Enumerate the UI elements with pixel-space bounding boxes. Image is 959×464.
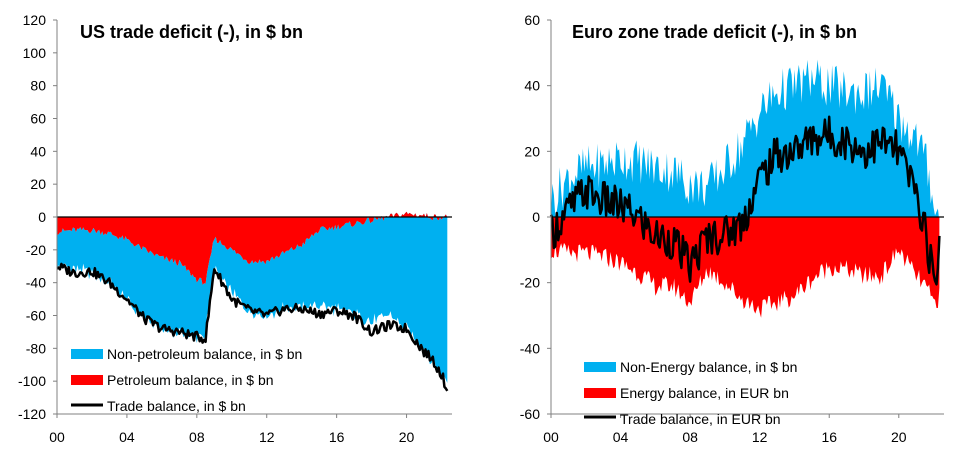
energy-area-path [551, 217, 940, 318]
y-tick-label: 20 [30, 176, 46, 192]
non-energy-area [551, 59, 940, 223]
legend-label-energy: Energy balance, in EUR bn [620, 385, 789, 401]
y-tick-label: -80 [26, 340, 46, 356]
petroleum-area-path [57, 211, 448, 285]
legend-swatch-petroleum [71, 375, 103, 385]
x-tick-label: 00 [543, 429, 559, 445]
y-tick-label: 20 [524, 143, 540, 159]
y-tick-label: 40 [30, 143, 46, 159]
y-tick-label: 60 [524, 12, 540, 28]
x-tick-label: 16 [821, 429, 837, 445]
y-tick-label: -100 [18, 373, 46, 389]
y-tick-label: 0 [38, 209, 46, 225]
x-tick-label: 20 [399, 429, 415, 445]
x-tick-label: 04 [613, 429, 629, 445]
x-tick-label: 16 [329, 429, 345, 445]
legend-label-petroleum: Petroleum balance, in $ bn [107, 372, 274, 388]
x-tick-label: 20 [891, 429, 907, 445]
x-tick-label: 12 [259, 429, 275, 445]
x-tick-label: 04 [119, 429, 135, 445]
legend-label-trade-balance-us: Trade balance, in $ bn [107, 398, 246, 414]
non-petroleum-area [57, 211, 448, 383]
y-tick-label: 0 [532, 209, 540, 225]
legend-label-non-petroleum: Non-petroleum balance, in $ bn [107, 346, 302, 362]
non-energy-area-path [551, 59, 940, 223]
y-tick-label: 120 [23, 12, 47, 28]
us-trade-chart: US trade deficit (-), in $ bn 1201008060… [18, 12, 452, 445]
x-tick-label: 12 [752, 429, 768, 445]
y-tick-label: 60 [30, 111, 46, 127]
y-tick-label: 40 [524, 78, 540, 94]
y-tick-label: -40 [520, 340, 540, 356]
x-tick-label: 00 [49, 429, 65, 445]
trade-balance-line [56, 262, 449, 392]
x-tick-label: 08 [682, 429, 698, 445]
legend-label-trade-balance-ez: Trade balance, in EUR bn [620, 411, 781, 427]
non-petroleum-area-path [57, 211, 448, 383]
petroleum-area [57, 211, 448, 285]
legend-label-non-energy: Non-Energy balance, in $ bn [620, 359, 797, 375]
trade-balance-line [549, 115, 941, 286]
y-tick-label: -40 [26, 275, 46, 291]
legend-swatch-energy [584, 388, 616, 398]
y-tick-label: 80 [30, 78, 46, 94]
y-tick-label: -60 [520, 406, 540, 422]
energy-area [551, 217, 940, 318]
y-tick-label: -20 [520, 275, 540, 291]
eurozone-trade-chart: Euro zone trade deficit (-), in $ bn 60 4… [520, 12, 944, 445]
y-tick-label: -20 [26, 242, 46, 258]
y-tick-label: -120 [18, 406, 46, 422]
x-tick-label: 08 [189, 429, 205, 445]
eurozone-legend: Non-Energy balance, in $ bn Energy balan… [584, 359, 797, 427]
y-tick-label: -60 [26, 308, 46, 324]
legend-swatch-non-energy [584, 362, 616, 372]
us-legend: Non-petroleum balance, in $ bn Petroleum… [71, 346, 302, 414]
y-tick-label: 100 [23, 45, 47, 61]
us-chart-title: US trade deficit (-), in $ bn [80, 22, 303, 42]
eurozone-chart-title: Euro zone trade deficit (-), in $ bn [572, 22, 857, 42]
legend-swatch-non-petroleum [71, 349, 103, 359]
